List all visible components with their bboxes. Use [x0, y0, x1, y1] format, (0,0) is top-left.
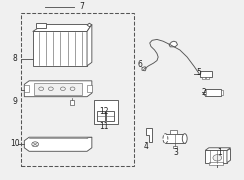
Circle shape [70, 87, 75, 91]
Polygon shape [87, 24, 92, 66]
Bar [209, 162, 223, 165]
Bar [200, 71, 213, 77]
Bar [33, 31, 87, 66]
Bar [221, 90, 223, 95]
Polygon shape [34, 83, 82, 95]
Bar [94, 100, 118, 124]
Bar [206, 77, 209, 78]
Polygon shape [24, 137, 92, 151]
Circle shape [48, 87, 53, 91]
Text: 7: 7 [80, 2, 85, 11]
Text: 12: 12 [99, 107, 109, 116]
Polygon shape [165, 134, 185, 143]
Text: 9: 9 [12, 97, 17, 106]
Bar [173, 146, 177, 148]
Polygon shape [142, 67, 146, 71]
Bar [36, 23, 46, 28]
Text: 4: 4 [144, 142, 149, 151]
Circle shape [213, 155, 222, 161]
Ellipse shape [182, 134, 187, 143]
Bar [170, 130, 177, 134]
Polygon shape [146, 127, 152, 143]
Polygon shape [169, 41, 177, 47]
Text: 1: 1 [217, 148, 222, 157]
Text: 11: 11 [99, 122, 109, 131]
Text: 5: 5 [197, 68, 202, 77]
Bar [97, 111, 105, 121]
Bar [106, 111, 114, 121]
Polygon shape [227, 149, 231, 163]
Circle shape [32, 142, 39, 147]
Text: 3: 3 [174, 148, 179, 157]
Polygon shape [87, 85, 92, 92]
Bar [204, 90, 206, 95]
Polygon shape [205, 148, 231, 150]
Bar [205, 150, 227, 163]
Polygon shape [24, 85, 29, 92]
Text: 2: 2 [202, 88, 206, 97]
Polygon shape [24, 81, 92, 97]
Bar [21, 13, 134, 166]
Bar [202, 77, 205, 78]
Ellipse shape [163, 134, 168, 143]
Polygon shape [87, 23, 92, 27]
Text: 6: 6 [138, 60, 142, 69]
Text: 10: 10 [10, 139, 20, 148]
Circle shape [61, 87, 65, 91]
Circle shape [39, 87, 44, 91]
Bar [70, 100, 74, 105]
Polygon shape [33, 24, 92, 31]
Bar [205, 89, 221, 96]
Text: 8: 8 [12, 54, 17, 63]
